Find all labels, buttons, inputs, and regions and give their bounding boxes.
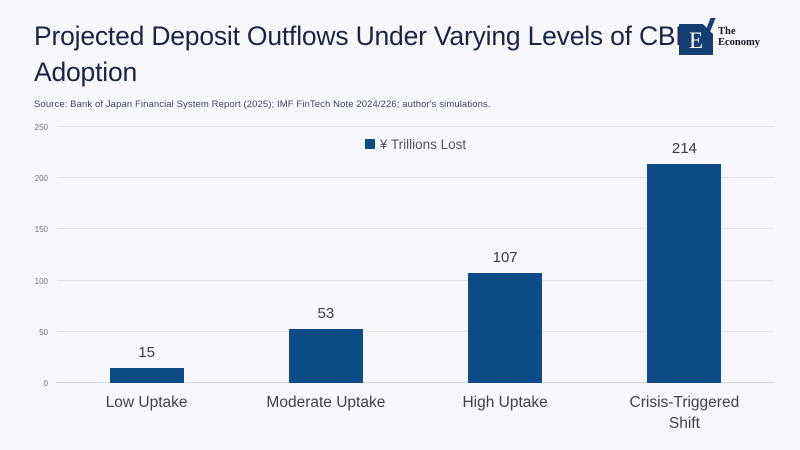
chart-title: Projected Deposit Outflows Under Varying… bbox=[34, 21, 714, 87]
bar-value-3: 214 bbox=[671, 139, 697, 157]
gridline-y200 bbox=[57, 177, 774, 179]
the-economy-logo: E The Economy bbox=[679, 18, 760, 55]
y-tick-0: 0 bbox=[43, 379, 48, 388]
gridline-y100 bbox=[57, 279, 774, 281]
gridline-y0 bbox=[57, 382, 774, 383]
y-tick-200: 200 bbox=[34, 174, 48, 184]
y-axis-labels: 0 50 100 150 200 250 bbox=[0, 123, 48, 388]
bar-value-2: 107 bbox=[492, 249, 518, 267]
legend-label: ¥ Trillions Lost bbox=[379, 136, 467, 152]
logo-wordmark: The Economy bbox=[718, 26, 760, 48]
legend-swatch bbox=[364, 139, 375, 149]
bar-1 bbox=[288, 328, 363, 383]
x-category-label-2: High Uptake bbox=[462, 394, 548, 411]
y-tick-100: 100 bbox=[34, 276, 48, 286]
legend: ¥ Trillions Lost bbox=[57, 136, 774, 152]
y-tick-250: 250 bbox=[34, 123, 48, 132]
bar-value-1: 53 bbox=[317, 304, 335, 322]
logo-mark: E bbox=[679, 18, 716, 55]
gridline-y250 bbox=[57, 126, 774, 127]
logo-wordmark-line1: The bbox=[718, 26, 736, 37]
bar-value-0: 15 bbox=[138, 343, 155, 361]
bar-3 bbox=[647, 163, 722, 383]
logo-letter: E bbox=[688, 27, 704, 53]
bar-0 bbox=[109, 367, 184, 383]
plot-area: 15 53 107 214 bbox=[57, 126, 774, 383]
y-tick-50: 50 bbox=[39, 327, 48, 337]
x-category-label-0: Low Uptake bbox=[105, 394, 188, 411]
y-tick-150: 150 bbox=[34, 225, 48, 235]
logo-wordmark-line2: Economy bbox=[718, 37, 760, 48]
gridline-y50 bbox=[57, 330, 774, 332]
x-category-label-3: Crisis-Triggered Shift bbox=[629, 394, 740, 432]
gridline-y150 bbox=[57, 228, 774, 230]
source-note: Source: Bank of Japan Financial System R… bbox=[34, 99, 491, 110]
x-category-label-1: Moderate Uptake bbox=[266, 394, 386, 411]
bar-2 bbox=[468, 273, 543, 383]
